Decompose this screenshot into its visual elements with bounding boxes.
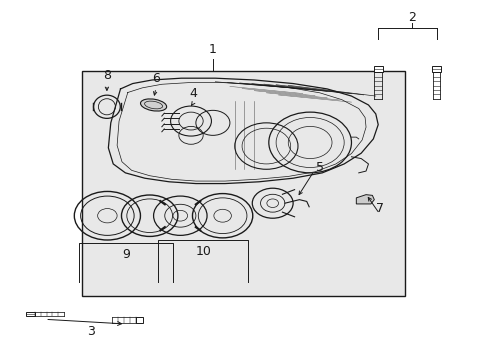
- Text: 10: 10: [195, 246, 211, 258]
- Text: 9: 9: [122, 248, 130, 261]
- Text: 4: 4: [189, 87, 197, 100]
- Polygon shape: [356, 195, 373, 204]
- Text: 3: 3: [87, 325, 95, 338]
- Text: 1: 1: [208, 43, 216, 56]
- Bar: [26, 312, 35, 316]
- Text: 8: 8: [102, 69, 111, 82]
- Bar: [81, 71, 404, 296]
- Text: 5: 5: [316, 161, 324, 174]
- Ellipse shape: [140, 99, 166, 111]
- Bar: [135, 317, 143, 323]
- Text: 2: 2: [407, 11, 415, 24]
- Text: 7: 7: [375, 202, 383, 215]
- Bar: [431, 66, 440, 72]
- Text: 6: 6: [152, 72, 160, 85]
- Bar: [373, 66, 382, 72]
